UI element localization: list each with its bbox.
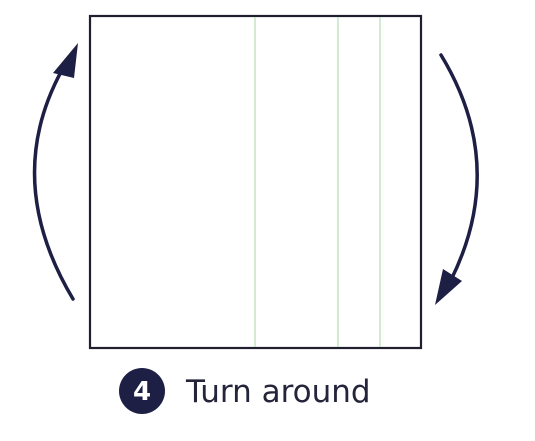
curved-arrow-down-icon [435,53,479,305]
step-badge: 4 [119,368,165,414]
left-arrow-curve [32,68,75,301]
right-arrow-head [435,269,462,305]
step-number: 4 [133,377,151,407]
left-arrow-head [53,43,78,78]
right-arrow-curve [439,53,479,282]
step-badge-circle [119,368,165,414]
curved-arrow-up-icon [32,43,78,301]
step-label: Turn around [185,374,371,410]
